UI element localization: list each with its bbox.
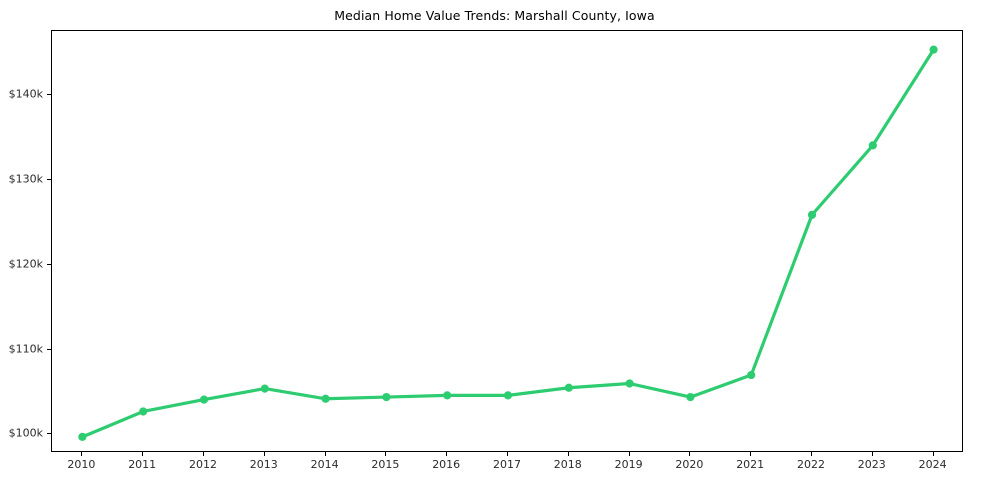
x-axis-tick-label: 2016	[432, 458, 461, 471]
y-axis-tick-label: $100k	[8, 426, 43, 440]
x-axis-tick-mark	[385, 452, 387, 456]
data-point	[564, 383, 573, 392]
x-axis-tick-label: 2018	[553, 458, 582, 471]
x-axis-tick-mark	[871, 452, 873, 456]
data-point	[443, 391, 452, 400]
x-axis-tick-label: 2021	[736, 458, 765, 471]
data-point	[78, 432, 87, 441]
data-point	[199, 395, 209, 404]
y-axis-tick-mark	[47, 94, 51, 96]
y-axis-tick-mark	[47, 348, 51, 350]
x-axis-tick-label: 2022	[797, 458, 825, 471]
data-point	[503, 391, 513, 400]
y-axis-tick-label: $140k	[8, 87, 43, 101]
x-axis-tick-label: 2013	[249, 458, 278, 471]
x-axis-tick-mark	[142, 452, 144, 456]
y-axis-tick-label: $120k	[8, 257, 43, 271]
y-axis-tick-label: $110k	[8, 342, 43, 356]
line-series-svg	[78, 45, 938, 441]
x-axis-tick-label: 2010	[67, 458, 96, 471]
x-axis-tick-mark	[203, 452, 204, 456]
x-axis-tick-mark	[628, 452, 630, 456]
x-axis-tick-label: 2023	[857, 458, 886, 471]
x-axis-tick-mark	[750, 452, 752, 456]
plot-area	[51, 30, 963, 452]
y-axis-tick-labels: $100k $110k $120k $130k $140k	[0, 0, 43, 490]
x-axis-tick-label: 2024	[918, 458, 947, 471]
data-line	[80, 48, 936, 439]
x-axis-tick-mark	[507, 452, 508, 456]
x-axis-tick-mark	[811, 452, 812, 456]
data-point	[139, 407, 148, 416]
x-axis-tick-mark	[567, 452, 569, 456]
y-axis-tick-mark	[47, 179, 51, 181]
y-axis-tick-mark	[47, 263, 51, 265]
x-axis-tick-label: 2020	[675, 458, 704, 471]
data-point	[625, 379, 634, 388]
x-axis-tick-mark	[446, 452, 448, 456]
data-point	[929, 45, 938, 54]
x-axis-tick-label: 2014	[310, 458, 339, 471]
x-axis-tick-mark	[81, 452, 83, 456]
x-axis-tick-mark	[324, 452, 326, 456]
x-axis-tick-label: 2015	[371, 458, 400, 471]
x-axis-tick-label: 2017	[493, 458, 521, 471]
y-axis-tick-mark	[47, 433, 51, 435]
data-point	[868, 141, 877, 150]
x-axis-tick-label: 2011	[128, 458, 157, 471]
data-point-markers	[78, 45, 938, 441]
chart-title: Median Home Value Trends: Marshall Count…	[334, 8, 655, 23]
data-point	[686, 392, 695, 402]
x-axis-tick-mark	[263, 452, 265, 456]
x-axis-tick-label: 2019	[614, 458, 643, 471]
data-point	[807, 210, 817, 219]
data-point	[382, 392, 391, 402]
data-point	[747, 370, 756, 380]
x-axis-tick-mark	[689, 452, 691, 456]
data-point	[321, 394, 330, 403]
y-axis-tick-label: $130k	[8, 172, 43, 186]
x-axis-tick-mark	[932, 452, 934, 456]
x-axis-tick-label: 2012	[189, 458, 217, 471]
data-point	[260, 384, 269, 393]
